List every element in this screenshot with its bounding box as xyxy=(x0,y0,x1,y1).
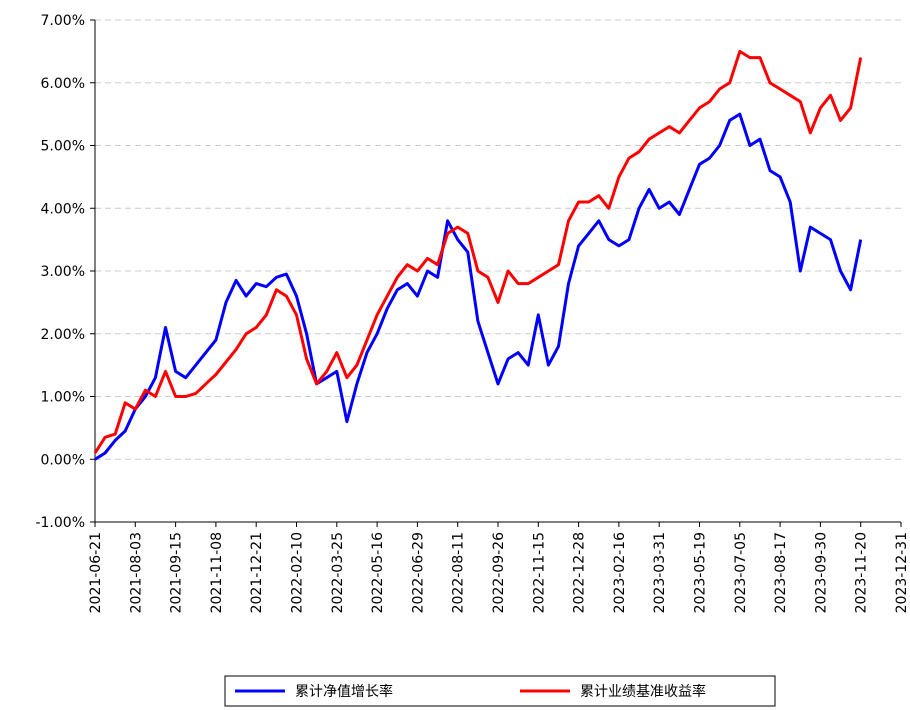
x-tick-label: 2021-09-15 xyxy=(169,532,185,613)
x-tick-label: 2022-11-15 xyxy=(531,532,547,613)
x-tick-label: 2023-03-31 xyxy=(652,532,668,613)
x-tick-label: 2023-12-31 xyxy=(894,532,910,613)
y-tick-label: -1.00% xyxy=(35,515,85,531)
y-tick-label: 3.00% xyxy=(41,264,85,280)
y-tick-label: 7.00% xyxy=(41,13,85,29)
y-tick-label: 1.00% xyxy=(41,390,85,406)
series-line xyxy=(94,112,863,461)
y-tick-label: 2.00% xyxy=(41,327,85,343)
legend-box xyxy=(224,675,776,707)
x-tick-label: 2021-08-03 xyxy=(128,532,144,613)
x-tick-label: 2023-11-20 xyxy=(854,532,870,613)
x-tick-label: 2022-03-25 xyxy=(330,532,346,613)
x-tick-label: 2021-06-21 xyxy=(88,532,104,613)
x-tick-label: 2022-08-11 xyxy=(451,532,467,613)
legend: 累计净值增长率 累计业绩基准收益率 xyxy=(224,675,776,707)
series-line xyxy=(93,49,863,454)
x-tick-label: 2022-12-28 xyxy=(572,532,588,613)
x-tick-label: 2022-02-10 xyxy=(290,532,306,613)
legend-label: 累计业绩基准收益率 xyxy=(580,683,706,700)
x-tick-label: 2022-05-16 xyxy=(370,532,386,613)
x-tick-label: 2022-09-26 xyxy=(491,532,507,613)
x-tick-label: 2023-05-19 xyxy=(693,532,709,613)
y-tick-label: 6.00% xyxy=(41,76,85,92)
x-tick-label: 2023-07-05 xyxy=(733,532,749,613)
x-tick-label: 2022-06-29 xyxy=(410,532,426,613)
y-tick-label: 0.00% xyxy=(41,452,85,468)
x-tick-label: 2023-09-30 xyxy=(813,532,829,613)
x-tick-label: 2021-11-08 xyxy=(209,532,225,613)
y-tick-label: 5.00% xyxy=(41,139,85,155)
x-tick-label: 2023-08-17 xyxy=(773,532,789,613)
x-tick-label: 2023-02-16 xyxy=(612,532,628,613)
x-tick-label: 2021-12-21 xyxy=(249,532,265,613)
legend-label: 累计净值增长率 xyxy=(295,683,393,700)
y-tick-label: 4.00% xyxy=(41,201,85,217)
